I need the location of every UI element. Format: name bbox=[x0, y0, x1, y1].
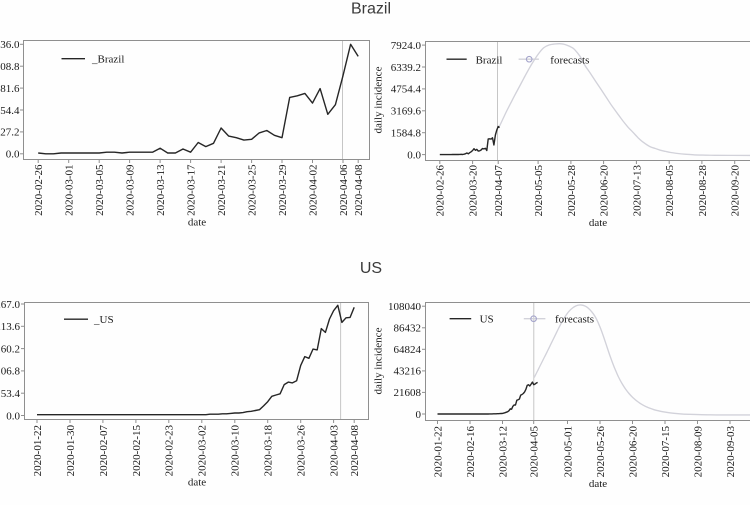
svg-text:US: US bbox=[360, 260, 382, 277]
svg-text:7924.0: 7924.0 bbox=[391, 40, 422, 52]
svg-text:0.0: 0.0 bbox=[6, 149, 20, 161]
svg-text:2020-02-07: 2020-02-07 bbox=[98, 425, 110, 477]
svg-text:2020-08-28: 2020-08-28 bbox=[697, 165, 709, 217]
svg-text:0.0: 0.0 bbox=[6, 410, 20, 422]
svg-text:2020-03-25: 2020-03-25 bbox=[247, 164, 259, 216]
svg-text:2020-02-16: 2020-02-16 bbox=[465, 426, 477, 478]
svg-text:2020-04-08: 2020-04-08 bbox=[349, 425, 361, 477]
svg-text:0: 0 bbox=[416, 409, 422, 421]
svg-text:2020-06-20: 2020-06-20 bbox=[627, 426, 639, 478]
svg-text:108.8: 108.8 bbox=[0, 61, 20, 73]
svg-text:0.0: 0.0 bbox=[407, 149, 421, 161]
svg-text:forecasts: forecasts bbox=[555, 314, 594, 326]
svg-text:2020-03-20: 2020-03-20 bbox=[468, 165, 480, 217]
svg-text:2020-02-26: 2020-02-26 bbox=[435, 165, 447, 217]
svg-text:2020-03-05: 2020-03-05 bbox=[94, 164, 106, 216]
svg-text:136.0: 136.0 bbox=[0, 39, 20, 51]
svg-text:forecasts: forecasts bbox=[550, 54, 589, 66]
svg-text:86432: 86432 bbox=[394, 323, 422, 335]
svg-text:2020-03-09: 2020-03-09 bbox=[125, 164, 137, 216]
svg-text:2020-01-30: 2020-01-30 bbox=[65, 425, 77, 477]
svg-text:213.6: 213.6 bbox=[0, 321, 21, 333]
svg-text:2020-07-15: 2020-07-15 bbox=[660, 426, 672, 478]
svg-text:2020-02-26: 2020-02-26 bbox=[33, 164, 45, 216]
svg-text:daily incidence: daily incidence bbox=[373, 66, 385, 133]
svg-text:2020-09-20: 2020-09-20 bbox=[730, 165, 742, 217]
svg-text:106.8: 106.8 bbox=[0, 366, 21, 378]
svg-text:1584.8: 1584.8 bbox=[391, 128, 422, 140]
svg-text:2020-04-02: 2020-04-02 bbox=[307, 165, 319, 216]
svg-text:2020-03-29: 2020-03-29 bbox=[277, 164, 289, 216]
svg-text:Brazil: Brazil bbox=[476, 54, 503, 66]
svg-text:date: date bbox=[188, 477, 206, 489]
svg-text:2020-01-22: 2020-01-22 bbox=[32, 425, 44, 476]
svg-text:2020-05-28: 2020-05-28 bbox=[566, 165, 578, 217]
svg-text:2020-03-12: 2020-03-12 bbox=[497, 426, 509, 477]
svg-text:2020-04-07: 2020-04-07 bbox=[493, 165, 505, 217]
svg-text:date: date bbox=[589, 217, 607, 229]
svg-text:6339.2: 6339.2 bbox=[391, 62, 421, 74]
svg-text:4754.4: 4754.4 bbox=[391, 84, 422, 96]
svg-text:2020-03-18: 2020-03-18 bbox=[263, 425, 275, 477]
svg-text:2020-08-09: 2020-08-09 bbox=[692, 426, 704, 478]
svg-text:2020-03-13: 2020-03-13 bbox=[155, 164, 167, 216]
svg-text:2020-09-03: 2020-09-03 bbox=[725, 426, 737, 478]
svg-text:2020-02-23: 2020-02-23 bbox=[164, 425, 176, 477]
svg-text:2020-01-22: 2020-01-22 bbox=[432, 426, 444, 477]
svg-text:2020-03-02: 2020-03-02 bbox=[197, 425, 209, 476]
svg-text:2020-04-06: 2020-04-06 bbox=[338, 164, 350, 216]
svg-text:64824: 64824 bbox=[394, 344, 422, 356]
svg-text:81.6: 81.6 bbox=[0, 83, 20, 95]
svg-text:3169.6: 3169.6 bbox=[391, 106, 422, 118]
svg-text:2020-03-26: 2020-03-26 bbox=[296, 425, 308, 477]
svg-text:2020-03-01: 2020-03-01 bbox=[64, 165, 76, 216]
svg-text:43216: 43216 bbox=[394, 366, 422, 378]
svg-text:108040: 108040 bbox=[388, 301, 422, 313]
svg-text:27.2: 27.2 bbox=[0, 127, 19, 139]
svg-text:2020-06-20: 2020-06-20 bbox=[599, 165, 611, 217]
svg-text:2020-04-08: 2020-04-08 bbox=[353, 164, 365, 216]
svg-text:2020-05-01: 2020-05-01 bbox=[562, 426, 574, 477]
svg-text:2020-03-21: 2020-03-21 bbox=[216, 165, 228, 216]
svg-text:_Brazil: _Brazil bbox=[91, 54, 124, 66]
svg-text:53.4: 53.4 bbox=[1, 388, 21, 400]
svg-text:2020-03-17: 2020-03-17 bbox=[186, 164, 198, 216]
svg-text:2020-05-05: 2020-05-05 bbox=[533, 165, 545, 217]
svg-text:2020-02-15: 2020-02-15 bbox=[131, 425, 143, 477]
svg-text:_US: _US bbox=[93, 314, 114, 326]
svg-text:Brazil: Brazil bbox=[351, 1, 391, 18]
svg-text:2020-03-10: 2020-03-10 bbox=[230, 425, 242, 477]
svg-text:2020-04-05: 2020-04-05 bbox=[529, 426, 541, 478]
svg-text:2020-05-26: 2020-05-26 bbox=[595, 426, 607, 478]
svg-text:267.0: 267.0 bbox=[0, 299, 21, 311]
svg-text:160.2: 160.2 bbox=[0, 343, 20, 355]
svg-text:2020-04-03: 2020-04-03 bbox=[329, 425, 341, 477]
svg-text:2020-08-05: 2020-08-05 bbox=[664, 165, 676, 217]
svg-text:date: date bbox=[188, 217, 206, 229]
svg-text:2020-07-13: 2020-07-13 bbox=[631, 165, 643, 217]
svg-text:54.4: 54.4 bbox=[0, 105, 20, 117]
svg-text:21608: 21608 bbox=[394, 387, 422, 399]
svg-text:daily incidence: daily incidence bbox=[373, 327, 385, 394]
svg-text:date: date bbox=[589, 478, 607, 490]
svg-text:US: US bbox=[480, 314, 494, 326]
